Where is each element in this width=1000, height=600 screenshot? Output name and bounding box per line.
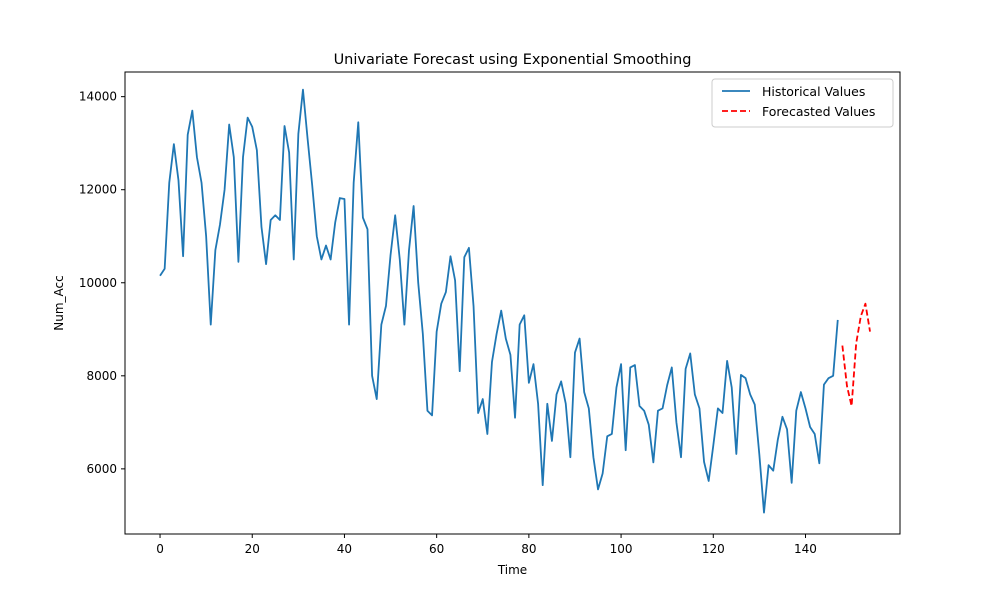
y-axis: 6000 8000 10000 12000 14000: [79, 90, 125, 476]
y-tick-label: 10000: [79, 276, 117, 290]
y-tick-label: 8000: [86, 369, 117, 383]
chart-title: Univariate Forecast using Exponential Sm…: [334, 52, 692, 68]
y-tick-label: 12000: [79, 183, 117, 197]
y-tick-label: 14000: [79, 90, 117, 104]
x-tick-label: 60: [429, 542, 444, 556]
legend: Historical Values Forecasted Values: [711, 78, 894, 128]
x-tick-label: 120: [702, 542, 725, 556]
legend-label-forecast: Forecasted Values: [762, 104, 875, 119]
x-tick-label: 20: [245, 542, 260, 556]
legend-box: [711, 78, 894, 128]
x-tick-label: 40: [337, 542, 352, 556]
series-layer: [159, 88, 871, 514]
y-axis-label: Num_Acc: [52, 275, 66, 330]
x-tick-label: 100: [610, 542, 633, 556]
x-tick-label: 80: [521, 542, 536, 556]
legend-label-historical: Historical Values: [762, 84, 865, 99]
x-axis: 0 20 40 60 80 100 120 140: [156, 534, 817, 556]
plot-frame: [124, 71, 901, 535]
series-line-historical: [159, 88, 839, 514]
series-line-forecast: [841, 302, 871, 407]
x-tick-label: 140: [794, 542, 817, 556]
y-tick-label: 6000: [86, 462, 117, 476]
x-tick-label: 0: [156, 542, 164, 556]
x-axis-label: Time: [497, 563, 527, 577]
